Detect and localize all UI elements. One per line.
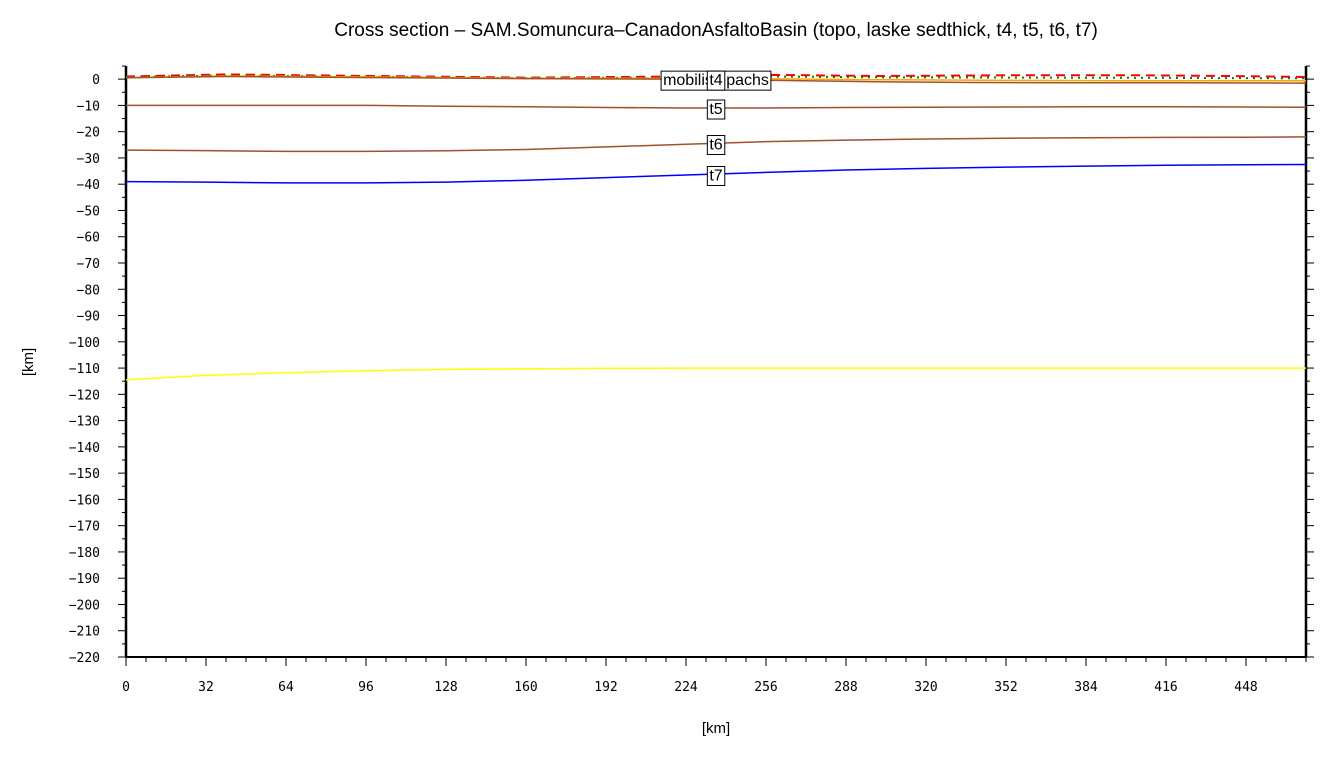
curve-label-text: t7	[709, 167, 722, 184]
y-tick-label: −120	[69, 388, 100, 403]
x-tick-label: 64	[278, 680, 294, 695]
annotation-layer: mobilis/epachst4t5t6t7	[660, 70, 772, 186]
curve-label-1: t4	[706, 70, 726, 91]
curve-label-2: t5	[706, 99, 726, 120]
curve-label-text: t5	[709, 101, 722, 118]
x-tick-label: 320	[914, 680, 937, 695]
series-line-layer-7	[125, 367, 1306, 381]
curve-label-text: t6	[709, 136, 722, 153]
x-tick-label: 224	[674, 680, 698, 695]
y-tick-label: −90	[77, 310, 100, 325]
y-tick-label: −50	[77, 204, 100, 219]
x-tick-label: 96	[358, 680, 374, 695]
series-line-layer-0	[125, 73, 1307, 79]
series-line-t4	[125, 75, 1307, 84]
x-tick-label: 384	[1074, 680, 1098, 695]
y-tick-label: −200	[69, 598, 100, 613]
curve-label-3: t6	[706, 134, 726, 155]
y-tick-label: −150	[69, 467, 100, 482]
y-tick-label: −110	[69, 362, 100, 377]
curve-label-box	[706, 70, 726, 91]
y-tick-label: −40	[77, 178, 100, 193]
y-tick-label: −130	[69, 415, 100, 430]
y-axis-label: [km]	[20, 348, 37, 376]
x-tick-label: 288	[834, 680, 857, 695]
chart-title: Cross section – SAM.Somuncura–CanadonAsf…	[334, 20, 1098, 41]
x-tick-label: 192	[594, 680, 617, 695]
x-tick-label: 160	[514, 680, 537, 695]
x-tick-label: 32	[198, 680, 214, 695]
curve-label-box	[706, 99, 726, 120]
x-tick-label: 352	[994, 680, 1017, 695]
curve-label-box	[706, 165, 726, 186]
curve-label-4: t7	[706, 165, 726, 186]
series-layer	[125, 73, 1307, 381]
y-tick-label: −220	[69, 651, 100, 666]
x-tick-label: 128	[434, 680, 457, 695]
x-axis-label: [km]	[702, 720, 730, 737]
curve-label-text: t4	[709, 72, 722, 89]
y-tick-label: −100	[69, 336, 100, 351]
x-tick-label: 256	[754, 680, 777, 695]
y-tick-label: −30	[77, 152, 100, 167]
y-tick-label: −140	[69, 441, 100, 456]
y-tick-label: −160	[69, 493, 100, 508]
y-tick-label: −180	[69, 546, 100, 561]
axes: 0 −10 −20 −30 −40 −50 −60 −70 −80 −90 −100 −110 −120…	[69, 65, 1314, 695]
x-tick-label: 0	[122, 680, 130, 695]
y-tick-label: 0	[92, 73, 100, 88]
curve-label-box	[706, 134, 726, 155]
y-tick-label: −190	[69, 572, 100, 587]
series-line-t7	[125, 163, 1307, 184]
series-line-t6	[125, 136, 1307, 153]
x-tick-label: 448	[1234, 680, 1257, 695]
y-tick-label: −80	[77, 283, 100, 298]
series-line-t5	[126, 104, 1307, 109]
y-tick-label: −10	[77, 99, 100, 114]
y-tick-label: −170	[69, 520, 100, 535]
x-tick-label: 416	[1154, 680, 1177, 695]
y-tick-label: −20	[77, 126, 100, 141]
y-tick-label: −70	[77, 257, 100, 272]
y-tick-label: −60	[77, 231, 100, 246]
y-tick-label: −210	[69, 625, 100, 640]
